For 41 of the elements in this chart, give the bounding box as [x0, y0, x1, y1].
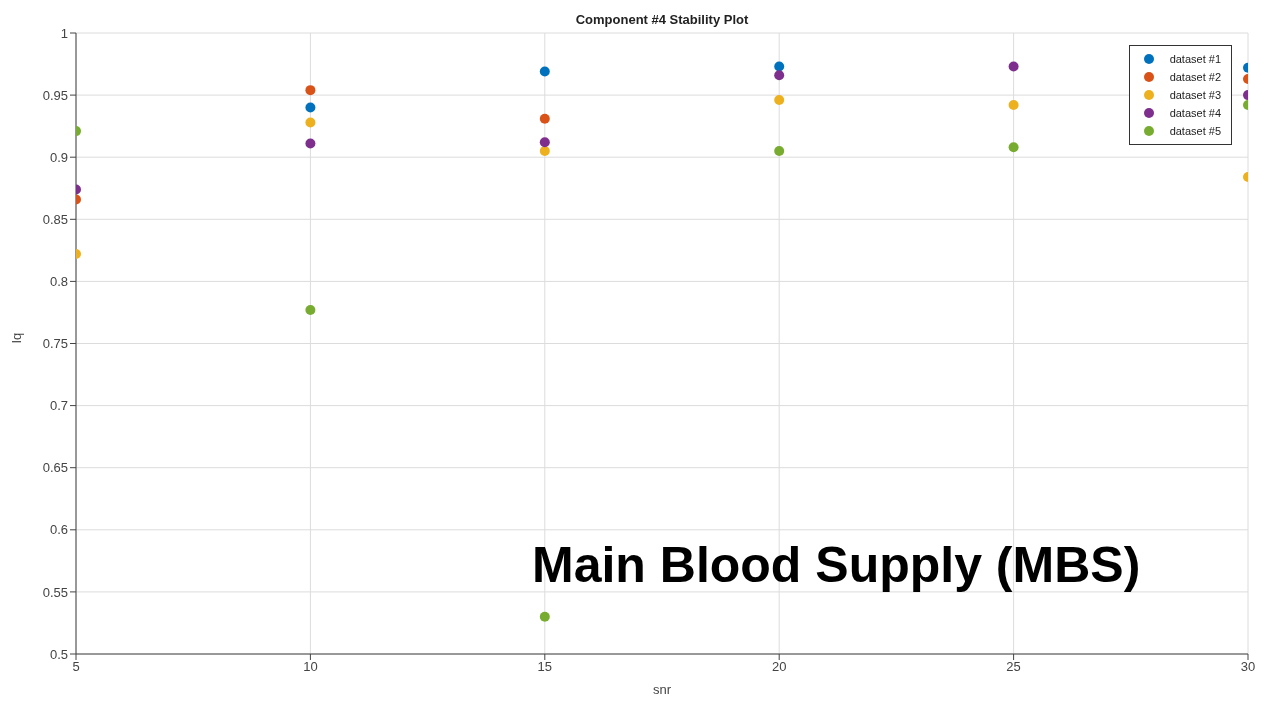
point: [1008, 100, 1019, 111]
y-axis-title: Iq: [8, 332, 24, 344]
y-tick-label: 0.6: [49, 522, 68, 538]
legend-label: dataset #4: [1169, 106, 1221, 121]
y-tick-label: 0.95: [42, 87, 68, 103]
legend-label: dataset #1: [1169, 52, 1221, 67]
y-tick-label: 0.9: [49, 149, 68, 165]
annotation: Main Blood Supply (MBS): [532, 536, 1141, 594]
legend-label: dataset #2: [1169, 70, 1221, 85]
y-tick-label: 0.85: [42, 211, 68, 227]
point: [774, 145, 785, 156]
point: [774, 61, 785, 72]
y-tick-label: 0.7: [49, 398, 68, 414]
x-tick-label: 20: [771, 659, 787, 675]
point: [1008, 142, 1019, 153]
point: [539, 137, 550, 148]
legend-label: dataset #5: [1169, 124, 1221, 139]
y-tick-label: 0.65: [42, 460, 68, 476]
point: [774, 70, 785, 81]
point: [305, 102, 316, 113]
x-tick-label: 10: [303, 659, 318, 675]
point: [305, 117, 316, 128]
point: [305, 304, 316, 315]
point: [539, 611, 550, 622]
y-tick-label: 0.75: [42, 336, 68, 352]
point: [774, 95, 785, 106]
x-tick-label: 25: [1006, 659, 1021, 675]
y-tick-label: 0.55: [42, 584, 68, 600]
legend-label: dataset #3: [1169, 88, 1221, 103]
x-tick-label: 5: [72, 659, 80, 675]
point: [539, 145, 550, 156]
chart-title: Component #4 Stability Plot: [574, 12, 750, 27]
x-axis-title: snr: [652, 682, 672, 697]
x-tick-label: 15: [537, 659, 553, 675]
point: [539, 66, 550, 77]
y-tick-label: 1: [60, 25, 68, 41]
y-tick-label: 0.8: [49, 274, 68, 290]
point: [1008, 61, 1019, 72]
point: [305, 138, 316, 149]
x-tick-label: 30: [1240, 659, 1256, 675]
y-tick-label: 0.5: [49, 646, 68, 662]
